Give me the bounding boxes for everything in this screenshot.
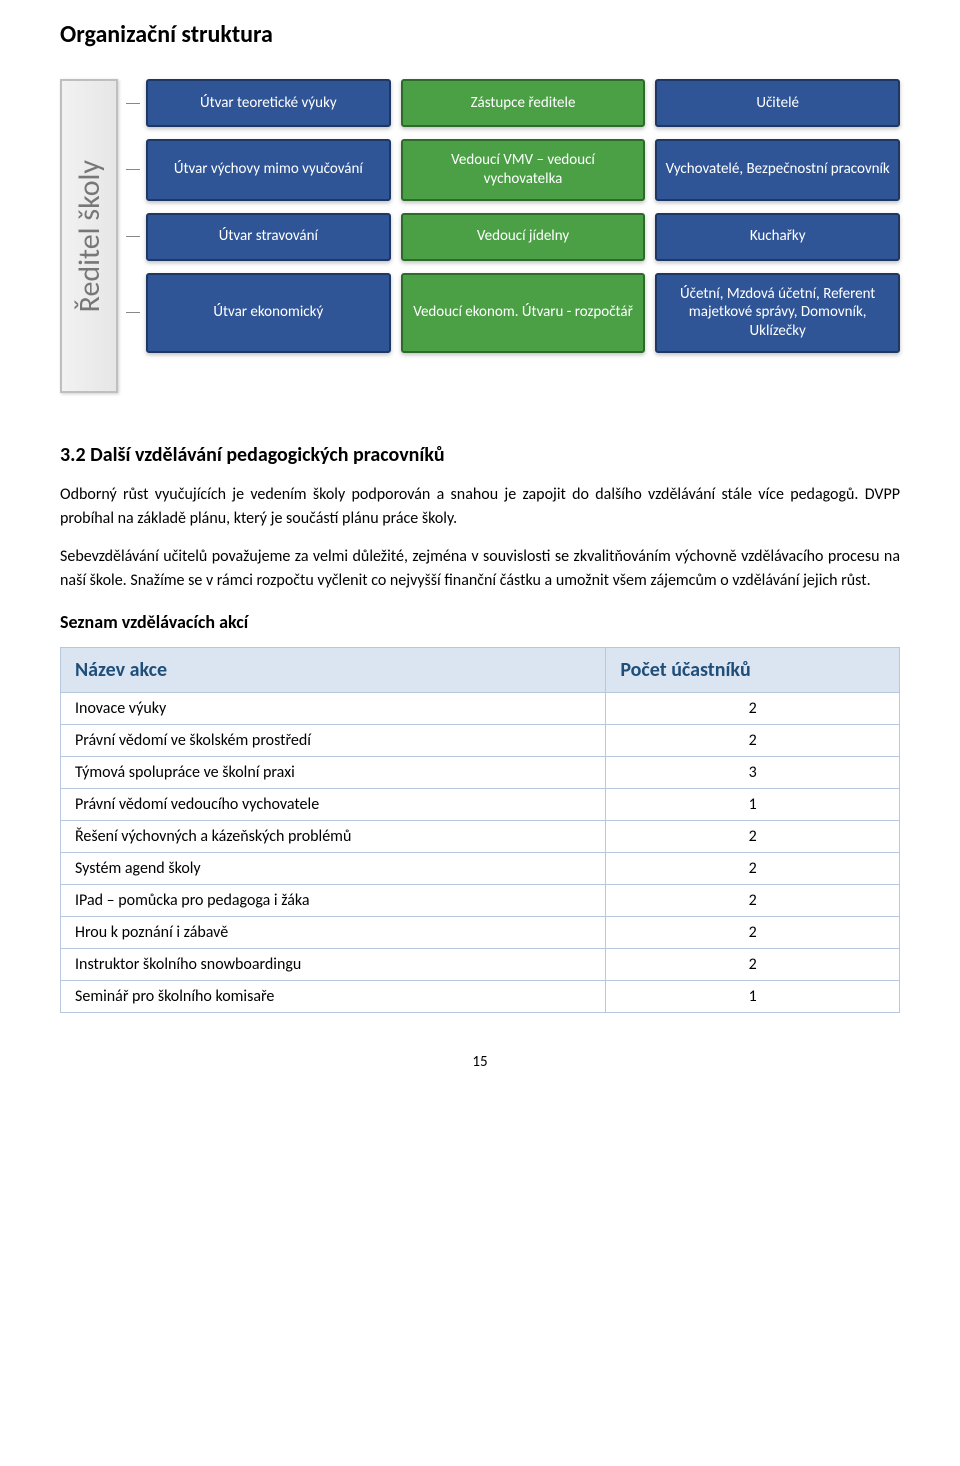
org-root-label: Ředitel školy xyxy=(71,160,108,312)
org-node: Kuchařky xyxy=(655,213,900,261)
table-cell-count: 2 xyxy=(606,821,900,853)
org-node: Útvar teoretické výuky xyxy=(146,79,391,127)
org-row: Útvar teoretické výukyZástupce řediteleU… xyxy=(126,79,900,127)
table-cell-count: 2 xyxy=(606,853,900,885)
org-node: Zástupce ředitele xyxy=(401,79,646,127)
org-chart: Ředitel školy Útvar teoretické výukyZást… xyxy=(60,79,900,393)
table-header-count: Počet účastníků xyxy=(606,648,900,693)
org-root-column: Ředitel školy xyxy=(60,79,118,393)
table-cell-name: Instruktor školního snowboardingu xyxy=(61,949,606,981)
org-row: Útvar ekonomickýVedoucí ekonom. Útvaru -… xyxy=(126,273,900,353)
org-row: Útvar výchovy mimo vyučováníVedoucí VMV … xyxy=(126,139,900,201)
body-paragraph-1: Odborný růst vyučujících je vedením škol… xyxy=(60,483,900,531)
org-node: Vedoucí jídelny xyxy=(401,213,646,261)
page-title: Organizační struktura xyxy=(60,20,900,49)
page-number: 15 xyxy=(60,1053,900,1071)
table-header-name: Název akce xyxy=(61,648,606,693)
table-cell-name: Řešení výchovných a kázeňských problémů xyxy=(61,821,606,853)
table-cell-name: IPad – pomůcka pro pedagoga i žáka xyxy=(61,885,606,917)
page: Organizační struktura Ředitel školy Útva… xyxy=(0,0,960,1111)
org-node: Vychovatelé, Bezpečnostní pracovník xyxy=(655,139,900,201)
table-row: Seminář pro školního komisaře1 xyxy=(61,981,900,1013)
table-row: Inovace výuky2 xyxy=(61,693,900,725)
actions-table: Název akce Počet účastníků Inovace výuky… xyxy=(60,647,900,1013)
table-cell-name: Hrou k poznání i zábavě xyxy=(61,917,606,949)
table-cell-count: 2 xyxy=(606,949,900,981)
table-cell-count: 2 xyxy=(606,917,900,949)
table-cell-name: Právní vědomí vedoucího vychovatele xyxy=(61,789,606,821)
table-row: Právní vědomí vedoucího vychovatele1 xyxy=(61,789,900,821)
table-cell-count: 2 xyxy=(606,725,900,757)
table-row: Hrou k poznání i zábavě2 xyxy=(61,917,900,949)
table-header-row: Název akce Počet účastníků xyxy=(61,648,900,693)
section-heading: 3.2 Další vzdělávání pedagogických praco… xyxy=(60,443,900,467)
table-cell-name: Týmová spolupráce ve školní praxi xyxy=(61,757,606,789)
table-cell-name: Systém agend školy xyxy=(61,853,606,885)
org-rows: Útvar teoretické výukyZástupce řediteleU… xyxy=(126,79,900,393)
org-node: Útvar stravování xyxy=(146,213,391,261)
org-node: Útvar výchovy mimo vyučování xyxy=(146,139,391,201)
table-row: Instruktor školního snowboardingu2 xyxy=(61,949,900,981)
table-cell-name: Právní vědomí ve školském prostředí xyxy=(61,725,606,757)
body-paragraph-2: Sebevzdělávání učitelů považujeme za vel… xyxy=(60,545,900,593)
list-heading: Seznam vzdělávacích akcí xyxy=(60,611,900,633)
org-node: Učitelé xyxy=(655,79,900,127)
table-cell-count: 2 xyxy=(606,693,900,725)
table-cell-count: 2 xyxy=(606,885,900,917)
table-row: IPad – pomůcka pro pedagoga i žáka2 xyxy=(61,885,900,917)
table-row: Systém agend školy2 xyxy=(61,853,900,885)
org-node: Vedoucí VMV – vedoucí vychovatelka xyxy=(401,139,646,201)
table-cell-count: 1 xyxy=(606,981,900,1013)
table-cell-count: 3 xyxy=(606,757,900,789)
table-cell-name: Inovace výuky xyxy=(61,693,606,725)
org-row: Útvar stravováníVedoucí jídelnyKuchařky xyxy=(126,213,900,261)
table-row: Právní vědomí ve školském prostředí2 xyxy=(61,725,900,757)
table-row: Řešení výchovných a kázeňských problémů2 xyxy=(61,821,900,853)
table-row: Týmová spolupráce ve školní praxi3 xyxy=(61,757,900,789)
table-cell-name: Seminář pro školního komisaře xyxy=(61,981,606,1013)
org-node: Útvar ekonomický xyxy=(146,273,391,353)
org-node: Vedoucí ekonom. Útvaru - rozpočtář xyxy=(401,273,646,353)
org-root-box: Ředitel školy xyxy=(60,79,118,393)
table-cell-count: 1 xyxy=(606,789,900,821)
org-node: Účetní, Mzdová účetní, Referent majetkov… xyxy=(655,273,900,353)
